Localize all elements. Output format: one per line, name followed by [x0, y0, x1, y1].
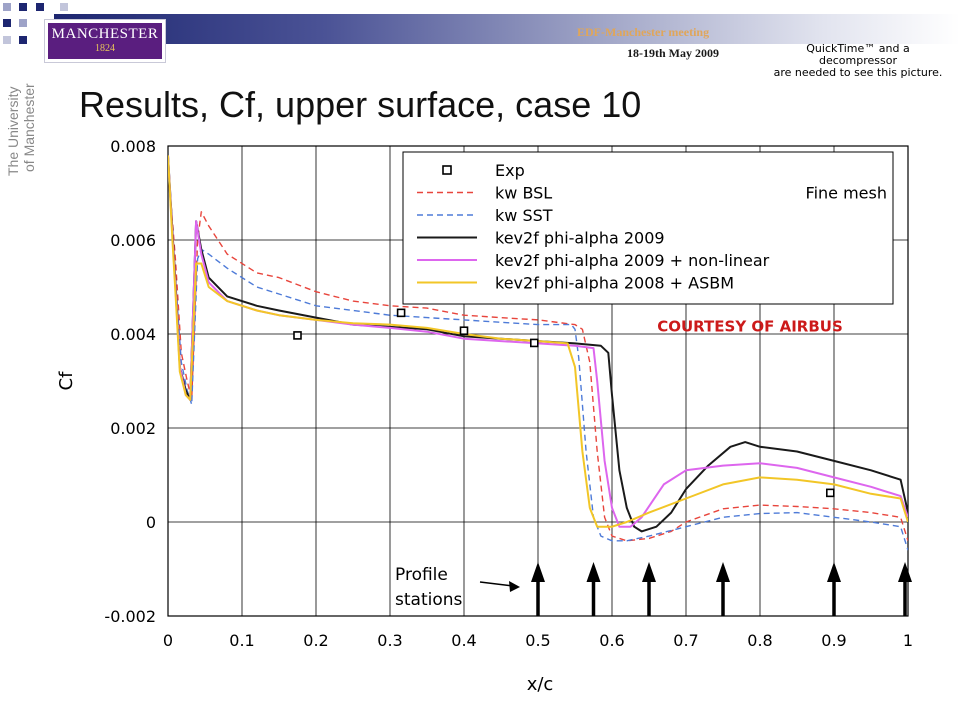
series-line-kev2f-phi-alpha-2008-asbm — [168, 155, 908, 528]
series-line-kw-sst — [168, 169, 908, 551]
x-tick-label: 0.8 — [747, 631, 772, 650]
legend-box — [402, 151, 894, 305]
y-tick-label: -0.002 — [104, 607, 156, 626]
header-decor-square — [3, 3, 11, 11]
header-banner — [54, 14, 960, 44]
header-decor-square — [19, 19, 27, 27]
y-axis-label: Cf — [56, 371, 77, 391]
university-wordmark: The University of Manchester — [5, 83, 37, 176]
legend-label: kw BSL — [495, 184, 552, 203]
legend-label: kev2f phi-alpha 2009 — [495, 229, 665, 248]
x-tick-label: 0.1 — [229, 631, 254, 650]
header-decor-square — [36, 3, 44, 11]
exp-data-point — [529, 338, 539, 348]
legend-label: kev2f phi-alpha 2009 + non-linear — [495, 251, 770, 270]
legend-marker — [442, 165, 452, 175]
exp-data-point — [459, 326, 469, 336]
legend-label: kev2f phi-alpha 2008 + ASBM — [495, 274, 734, 293]
header-decor-square — [19, 3, 27, 11]
profile-station-arrowhead — [898, 562, 912, 582]
y-tick-label: 0.006 — [110, 231, 156, 250]
quicktime-line: QuickTime™ and a — [806, 42, 910, 55]
meeting-date: 18-19th May 2009 — [627, 46, 719, 60]
legend-label: kw SST — [495, 206, 553, 225]
exp-data-point — [396, 308, 406, 318]
profile-station-arrowhead — [642, 562, 656, 582]
slide-title: Results, Cf, upper surface, case 10 — [79, 84, 642, 125]
x-tick-label: 0.5 — [525, 631, 550, 650]
series-group — [168, 155, 908, 551]
profile-station-arrowhead — [586, 562, 601, 582]
meeting-name: EDF-Manchester meeting — [577, 25, 710, 39]
legend-note: Fine mesh — [806, 184, 887, 203]
logo-year: 1824 — [95, 43, 115, 54]
header-decor-square — [3, 19, 11, 27]
y-tick-label: 0.008 — [110, 137, 156, 156]
university-line-2: of Manchester — [21, 83, 37, 172]
header-decor-square — [3, 36, 11, 44]
x-tick-label: 0.2 — [303, 631, 328, 650]
x-tick-label: 0.4 — [451, 631, 476, 650]
legend-label: Exp — [495, 161, 525, 180]
quicktime-notice: QuickTime™ and a decompressor are needed… — [768, 43, 948, 79]
profile-pointer-head — [509, 581, 520, 592]
y-tick-label: 0.004 — [110, 325, 156, 344]
profile-station-arrowhead — [531, 562, 545, 582]
profile-label: Profile — [395, 565, 448, 585]
quicktime-line: are needed to see this picture. — [773, 66, 943, 79]
profile-label: stations — [395, 590, 463, 610]
header-decor-square — [19, 36, 27, 44]
profile-station-arrowhead — [716, 562, 730, 582]
cf-chart: 0 0.1 0.2 0.3 0.4 0.5 0.6 0.7 0.8 0.9 1 -0.002 0 0.00… — [56, 137, 913, 695]
manchester-logo: MANCHESTER 1824 — [44, 19, 166, 63]
x-axis-label: x/c — [527, 674, 554, 695]
university-line-1: The University — [5, 87, 21, 176]
y-tick-label: 0.002 — [110, 419, 156, 438]
exp-data-point — [825, 488, 835, 498]
profile-pointer-line — [479, 581, 514, 587]
x-tick-label: 0.3 — [377, 631, 402, 650]
exp-data-point — [293, 331, 302, 340]
x-tick-label: 0.6 — [599, 631, 624, 650]
logo-name: MANCHESTER — [51, 26, 159, 42]
series-line-kev2f-phi-alpha-2009-non-linear — [168, 155, 908, 528]
courtesy-annotation: COURTESY OF AIRBUS — [657, 318, 843, 336]
profile-station-arrowhead — [827, 562, 841, 582]
header-decor-square — [60, 3, 68, 11]
x-tick-label: 1 — [903, 631, 913, 650]
x-tick-label: 0 — [163, 631, 173, 650]
x-tick-label: 0.7 — [673, 631, 698, 650]
x-tick-label: 0.9 — [821, 631, 846, 650]
quicktime-line: decompressor — [819, 54, 897, 67]
y-tick-label: 0 — [146, 513, 156, 532]
